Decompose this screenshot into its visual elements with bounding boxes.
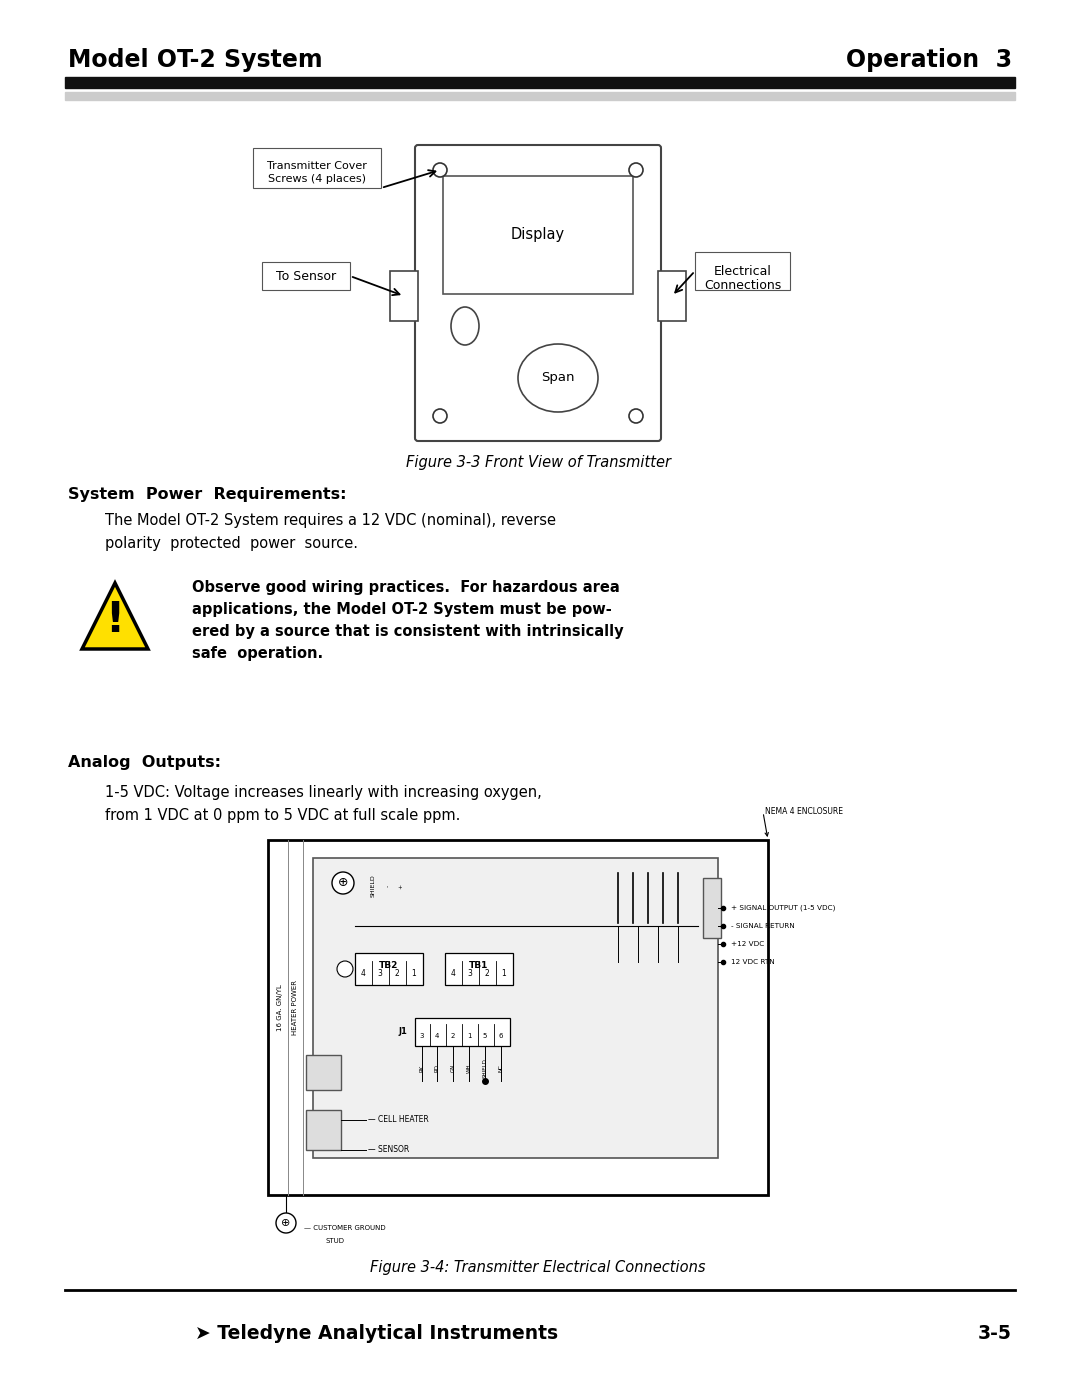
Text: Figure 3-4: Transmitter Electrical Connections: Figure 3-4: Transmitter Electrical Conne… [370,1260,705,1275]
Text: 5: 5 [483,1032,487,1039]
Circle shape [629,409,643,423]
Text: J1: J1 [399,1028,407,1037]
Text: To Sensor: To Sensor [275,270,336,282]
Text: NC: NC [499,1065,503,1071]
Text: 1: 1 [411,968,417,978]
Text: from 1 VDC at 0 ppm to 5 VDC at full scale ppm.: from 1 VDC at 0 ppm to 5 VDC at full sca… [105,807,460,823]
Text: TB1: TB1 [470,961,488,970]
Text: HEATER POWER: HEATER POWER [292,981,298,1035]
Text: Span: Span [541,372,575,384]
Text: STUD: STUD [326,1238,345,1243]
Text: ered by a source that is consistent with intrinsically: ered by a source that is consistent with… [192,624,623,638]
Bar [313,858,718,1158]
Text: +12 VDC: +12 VDC [731,942,765,947]
Bar [355,953,423,985]
Bar [443,176,633,293]
Text: 16 GA. GN/YL: 16 GA. GN/YL [276,983,283,1031]
Text: applications, the Model OT-2 System must be pow-: applications, the Model OT-2 System must… [192,602,611,617]
Text: — CELL HEATER: — CELL HEATER [368,1115,429,1125]
Text: Connections: Connections [704,279,781,292]
Text: 6: 6 [499,1032,503,1039]
Circle shape [332,872,354,894]
Text: ⊕: ⊕ [281,1218,291,1228]
Text: safe  operation.: safe operation. [192,645,323,661]
Text: + SIGNAL OUTPUT (1-5 VDC): + SIGNAL OUTPUT (1-5 VDC) [731,905,835,911]
Text: 4: 4 [450,968,456,978]
Text: 3: 3 [468,968,472,978]
Text: 3-5: 3-5 [978,1324,1012,1343]
Text: Analog  Outputs:: Analog Outputs: [68,754,221,770]
Text: 2: 2 [485,968,489,978]
Text: 12 VDC RTN: 12 VDC RTN [731,958,774,965]
Text: +: + [399,883,404,888]
Circle shape [629,163,643,177]
Bar [696,251,789,291]
Bar [703,877,721,937]
Bar [262,263,350,291]
Circle shape [433,409,447,423]
Text: SHIELD: SHIELD [483,1058,487,1078]
Text: 1-5 VDC: Voltage increases linearly with increasing oxygen,: 1-5 VDC: Voltage increases linearly with… [105,785,542,800]
Text: 4: 4 [435,1032,440,1039]
Text: 3: 3 [378,968,382,978]
Text: System  Power  Requirements:: System Power Requirements: [68,488,347,502]
Bar [390,271,418,321]
Text: 2: 2 [394,968,400,978]
FancyBboxPatch shape [415,145,661,441]
Text: The Model OT-2 System requires a 12 VDC (nominal), reverse: The Model OT-2 System requires a 12 VDC … [105,513,556,528]
Bar [415,1018,510,1046]
Text: Display: Display [511,228,565,243]
Text: 1: 1 [467,1032,471,1039]
Bar [445,953,513,985]
Text: ⊕: ⊕ [338,876,348,890]
Text: - SIGNAL RETURN: - SIGNAL RETURN [731,923,795,929]
Text: ➤ Teledyne Analytical Instruments: ➤ Teledyne Analytical Instruments [195,1324,558,1343]
Polygon shape [82,583,148,650]
Text: 4: 4 [361,968,365,978]
Text: RK: RK [419,1065,424,1071]
Text: SHIELD: SHIELD [370,875,376,897]
Text: — SENSOR: — SENSOR [368,1146,409,1154]
Circle shape [433,163,447,177]
Ellipse shape [451,307,480,345]
Text: Operation  3: Operation 3 [846,47,1012,73]
Bar [65,77,1015,88]
Bar [268,840,768,1194]
Circle shape [337,961,353,977]
Text: GN: GN [450,1063,456,1071]
Text: WH: WH [467,1063,472,1073]
Bar [306,1111,341,1150]
Text: 3: 3 [420,1032,424,1039]
Bar [65,92,1015,101]
Text: Observe good wiring practices.  For hazardous area: Observe good wiring practices. For hazar… [192,580,620,595]
Text: RD: RD [434,1065,440,1071]
Ellipse shape [518,344,598,412]
Text: 2: 2 [450,1032,455,1039]
Text: Model OT-2 System: Model OT-2 System [68,47,323,73]
Bar [253,148,381,189]
Text: TB2: TB2 [379,961,399,970]
Text: -: - [386,884,391,887]
Text: 1: 1 [501,968,507,978]
Text: !: ! [106,599,124,641]
Text: Electrical: Electrical [714,265,771,278]
Bar [306,1055,341,1090]
Text: Transmitter Cover: Transmitter Cover [267,161,367,170]
Circle shape [276,1213,296,1234]
Text: NEMA 4 ENCLOSURE: NEMA 4 ENCLOSURE [765,807,843,816]
Text: — CUSTOMER GROUND: — CUSTOMER GROUND [303,1225,386,1231]
Text: Screws (4 places): Screws (4 places) [268,175,366,184]
Text: polarity  protected  power  source.: polarity protected power source. [105,536,357,550]
Bar [658,271,686,321]
Text: Figure 3-3 Front View of Transmitter: Figure 3-3 Front View of Transmitter [405,455,671,469]
